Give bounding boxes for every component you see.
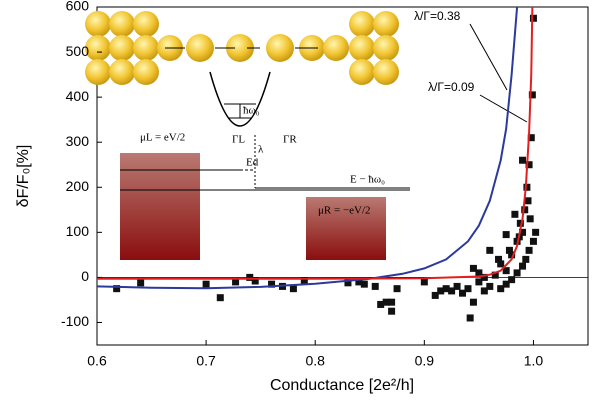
data-point bbox=[502, 267, 510, 275]
inset: ħω₀ μL = eV/2 ΓL ΓR λ Ed E − ħω₀ μR = −e… bbox=[85, 11, 410, 260]
data-point bbox=[513, 269, 521, 277]
data-point bbox=[526, 215, 534, 223]
data-point bbox=[532, 228, 540, 236]
y-tick-label: -100 bbox=[61, 313, 89, 329]
data-point bbox=[529, 14, 537, 22]
data-point bbox=[508, 251, 516, 259]
data-point bbox=[523, 183, 531, 191]
inset-label: μL = eV/2 bbox=[140, 132, 185, 144]
data-point bbox=[442, 285, 450, 293]
data-point bbox=[508, 276, 516, 284]
y-tick-label: 600 bbox=[66, 0, 90, 14]
data-point bbox=[464, 285, 472, 293]
data-point bbox=[528, 91, 536, 99]
inset-label: μR = −eV/2 bbox=[318, 205, 371, 217]
data-point bbox=[388, 298, 396, 306]
x-tick-label: 1.0 bbox=[524, 353, 544, 369]
data-point bbox=[388, 307, 396, 315]
data-point bbox=[497, 260, 505, 268]
data-point bbox=[521, 206, 529, 214]
data-point bbox=[486, 282, 494, 290]
data-point bbox=[251, 277, 259, 285]
data-point bbox=[300, 277, 308, 285]
y-tick-label: 500 bbox=[66, 43, 90, 59]
data-point bbox=[480, 287, 488, 295]
inset-label: λ bbox=[258, 144, 264, 156]
data-point bbox=[137, 279, 145, 287]
y-tick-label: 400 bbox=[66, 88, 90, 104]
data-point bbox=[377, 300, 385, 308]
y-tick-label: 0 bbox=[81, 268, 89, 284]
data-point bbox=[431, 291, 439, 299]
data-point bbox=[382, 298, 390, 306]
data-point bbox=[495, 255, 503, 263]
data-point bbox=[420, 278, 428, 286]
fit-line bbox=[97, 7, 534, 280]
annotation: λ/Γ=0.09 bbox=[428, 80, 475, 94]
data-point bbox=[469, 264, 477, 272]
data-point bbox=[448, 287, 456, 295]
data-point bbox=[289, 285, 297, 293]
data-point bbox=[232, 278, 240, 286]
data-point bbox=[519, 262, 527, 270]
data-point bbox=[246, 273, 254, 281]
x-axis-label: Conductance [2e²/h] bbox=[270, 377, 414, 394]
data-point bbox=[497, 285, 505, 293]
data-point bbox=[113, 285, 121, 293]
x-tick-label: 0.7 bbox=[196, 353, 216, 369]
x-tick-label: 0.6 bbox=[87, 353, 107, 369]
inset-label: Ed bbox=[246, 157, 259, 169]
plot-frame bbox=[96, 6, 589, 346]
data-point bbox=[216, 294, 224, 302]
data-point bbox=[529, 237, 537, 245]
data-point bbox=[511, 210, 519, 218]
data-point bbox=[519, 228, 527, 236]
annotation-arrow bbox=[469, 23, 508, 91]
data-point bbox=[491, 271, 499, 279]
inset-label: ħω₀ bbox=[243, 105, 260, 117]
data-point bbox=[525, 246, 533, 254]
data-point bbox=[268, 280, 276, 288]
data-point bbox=[437, 287, 445, 295]
y-tick-label: 200 bbox=[66, 178, 90, 194]
data-point bbox=[522, 255, 530, 263]
data-point bbox=[466, 314, 474, 322]
x-tick-label: 0.9 bbox=[415, 353, 435, 369]
data-point bbox=[469, 298, 477, 306]
data-point bbox=[527, 134, 535, 142]
data-point bbox=[344, 279, 352, 287]
data-point bbox=[516, 219, 524, 227]
data-point bbox=[475, 269, 483, 277]
inset-label: ΓR bbox=[283, 134, 297, 146]
data-point bbox=[355, 278, 363, 286]
x-tick-label: 0.8 bbox=[305, 353, 325, 369]
data-point bbox=[519, 156, 527, 164]
y-axis-label: δF/F₀[%] bbox=[15, 145, 32, 208]
data-point bbox=[202, 280, 210, 288]
data-point bbox=[525, 161, 533, 169]
inset-label: E − ħω₀ bbox=[350, 174, 385, 186]
fit-line bbox=[97, 7, 519, 290]
data-point bbox=[524, 197, 532, 205]
data-point bbox=[502, 231, 510, 239]
data-point bbox=[371, 282, 379, 290]
data-point bbox=[475, 278, 483, 286]
annotation-arrow bbox=[479, 94, 528, 123]
annotation: λ/Γ=0.38 bbox=[414, 9, 461, 23]
data-point bbox=[393, 285, 401, 293]
data-point bbox=[360, 280, 368, 288]
inset-label: ΓL bbox=[232, 134, 245, 146]
data-point bbox=[502, 280, 510, 288]
y-tick-label: 300 bbox=[66, 133, 90, 149]
data-point bbox=[459, 289, 467, 297]
y-tick-label: 100 bbox=[66, 223, 90, 239]
data-point bbox=[480, 273, 488, 281]
data-point bbox=[505, 246, 513, 254]
data-point bbox=[486, 246, 494, 254]
plot-area bbox=[97, 7, 588, 322]
data-point bbox=[453, 282, 461, 290]
